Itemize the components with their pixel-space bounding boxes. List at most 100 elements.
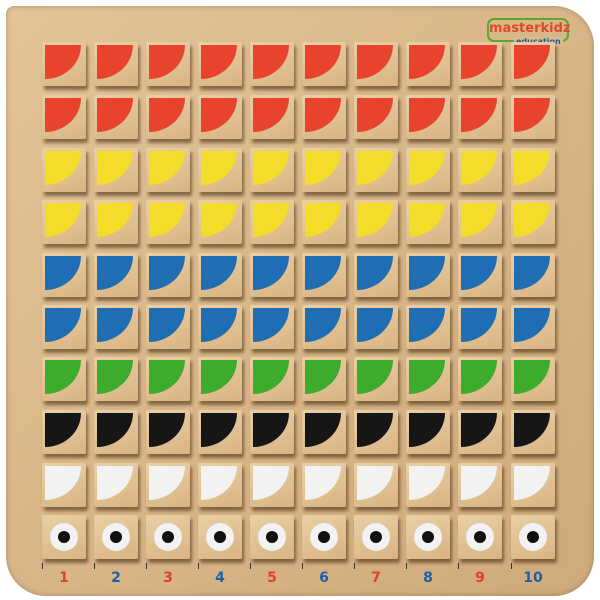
block-red[interactable] [511,95,555,139]
block-red[interactable] [458,42,502,86]
block-blue[interactable] [354,253,398,297]
block-white[interactable] [146,463,190,507]
block-yellow[interactable] [406,148,450,192]
block-black[interactable] [42,410,86,454]
block-blue[interactable] [354,305,398,349]
block-red[interactable] [198,95,242,139]
block-green[interactable] [302,357,346,401]
block-eyes[interactable] [250,515,294,559]
block-red[interactable] [406,95,450,139]
block-white[interactable] [458,463,502,507]
block-eyes[interactable] [146,515,190,559]
block-yellow[interactable] [198,148,242,192]
block-white[interactable] [302,463,346,507]
block-yellow[interactable] [458,148,502,192]
block-green[interactable] [250,357,294,401]
block-green[interactable] [511,357,555,401]
block-blue[interactable] [302,253,346,297]
block-yellow[interactable] [511,200,555,244]
block-eyes[interactable] [511,515,555,559]
block-yellow[interactable] [94,200,138,244]
block-eyes[interactable] [354,515,398,559]
block-eyes[interactable] [42,515,86,559]
block-blue[interactable] [406,253,450,297]
block-blue[interactable] [458,305,502,349]
block-blue[interactable] [146,253,190,297]
block-yellow[interactable] [146,148,190,192]
block-black[interactable] [511,410,555,454]
block-blue[interactable] [511,305,555,349]
block-yellow[interactable] [94,148,138,192]
block-black[interactable] [302,410,346,454]
block-blue[interactable] [94,253,138,297]
block-blue[interactable] [406,305,450,349]
block-eyes[interactable] [302,515,346,559]
block-yellow[interactable] [250,148,294,192]
block-red[interactable] [94,42,138,86]
block-blue[interactable] [511,253,555,297]
block-yellow[interactable] [354,200,398,244]
block-eyes[interactable] [406,515,450,559]
block-black[interactable] [146,410,190,454]
block-white[interactable] [406,463,450,507]
block-eyes[interactable] [198,515,242,559]
block-blue[interactable] [250,305,294,349]
block-blue[interactable] [302,305,346,349]
block-red[interactable] [302,42,346,86]
block-yellow[interactable] [302,200,346,244]
block-blue[interactable] [458,253,502,297]
block-yellow[interactable] [42,148,86,192]
block-white[interactable] [42,463,86,507]
block-green[interactable] [354,357,398,401]
block-blue[interactable] [250,253,294,297]
block-red[interactable] [146,95,190,139]
block-red[interactable] [42,95,86,139]
block-white[interactable] [250,463,294,507]
block-red[interactable] [198,42,242,86]
block-blue[interactable] [146,305,190,349]
block-black[interactable] [198,410,242,454]
block-black[interactable] [94,410,138,454]
block-green[interactable] [406,357,450,401]
block-blue[interactable] [94,305,138,349]
block-white[interactable] [94,463,138,507]
block-yellow[interactable] [406,200,450,244]
block-eyes[interactable] [458,515,502,559]
block-red[interactable] [458,95,502,139]
block-blue[interactable] [198,305,242,349]
block-yellow[interactable] [458,200,502,244]
block-red[interactable] [42,42,86,86]
block-red[interactable] [354,95,398,139]
block-green[interactable] [198,357,242,401]
block-yellow[interactable] [354,148,398,192]
block-yellow[interactable] [146,200,190,244]
block-white[interactable] [511,463,555,507]
block-green[interactable] [94,357,138,401]
block-yellow[interactable] [198,200,242,244]
block-yellow[interactable] [302,148,346,192]
block-black[interactable] [458,410,502,454]
block-red[interactable] [406,42,450,86]
block-red[interactable] [94,95,138,139]
block-white[interactable] [198,463,242,507]
block-red[interactable] [511,42,555,86]
block-blue[interactable] [198,253,242,297]
block-red[interactable] [146,42,190,86]
block-white[interactable] [354,463,398,507]
block-blue[interactable] [42,305,86,349]
block-black[interactable] [406,410,450,454]
block-yellow[interactable] [511,148,555,192]
block-red[interactable] [354,42,398,86]
block-green[interactable] [458,357,502,401]
block-red[interactable] [250,42,294,86]
block-green[interactable] [42,357,86,401]
block-eyes[interactable] [94,515,138,559]
block-red[interactable] [302,95,346,139]
block-blue[interactable] [42,253,86,297]
block-black[interactable] [250,410,294,454]
block-red[interactable] [250,95,294,139]
block-green[interactable] [146,357,190,401]
block-yellow[interactable] [42,200,86,244]
block-black[interactable] [354,410,398,454]
block-yellow[interactable] [250,200,294,244]
